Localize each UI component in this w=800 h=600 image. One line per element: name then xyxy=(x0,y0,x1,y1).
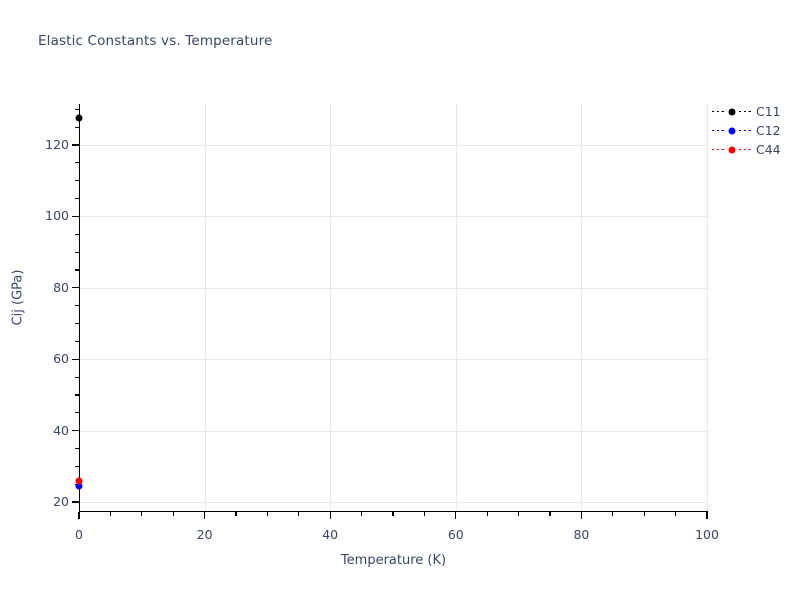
x-tick-minor xyxy=(675,512,677,516)
legend-line-segment xyxy=(712,148,725,151)
y-tick-minor xyxy=(75,394,79,396)
x-tick-minor xyxy=(423,512,425,516)
legend-label-c44: C44 xyxy=(756,142,781,157)
x-tick-minor xyxy=(392,512,394,516)
gridline-vertical xyxy=(707,104,708,511)
y-tick-major xyxy=(72,287,79,289)
y-tick-major xyxy=(72,501,79,503)
y-tick-minor xyxy=(75,447,79,450)
y-axis-label: Cij (GPa) xyxy=(10,269,26,326)
x-tick-major xyxy=(78,512,80,519)
gridline-horizontal xyxy=(79,502,707,504)
y-tick-minor xyxy=(75,233,79,235)
x-tick-minor xyxy=(486,512,488,516)
legend-line-segment xyxy=(739,129,752,132)
gridline-vertical xyxy=(204,104,206,511)
y-tick-label: 120 xyxy=(45,137,69,153)
gridline-vertical xyxy=(455,104,457,511)
y-tick-major xyxy=(72,144,79,146)
x-axis-line xyxy=(79,511,708,513)
x-tick-minor xyxy=(266,512,268,516)
y-axis-line xyxy=(79,104,81,512)
legend-label-c11: C11 xyxy=(756,104,781,119)
x-tick-label: 60 xyxy=(447,527,464,542)
gridline-vertical xyxy=(330,104,332,511)
legend-swatch-c44 xyxy=(712,143,752,157)
y-tick-minor xyxy=(75,412,79,414)
y-tick-minor xyxy=(75,322,79,325)
x-tick-major xyxy=(706,512,708,519)
x-tick-major xyxy=(455,512,457,519)
gridline-horizontal xyxy=(79,359,707,361)
legend-swatch-c11 xyxy=(712,105,752,119)
y-tick-minor xyxy=(75,126,79,128)
y-tick-minor xyxy=(75,251,79,253)
x-tick-minor xyxy=(109,512,111,516)
data-point-c12 xyxy=(75,482,83,490)
x-tick-minor xyxy=(235,512,237,516)
gridline-vertical xyxy=(581,104,583,511)
y-tick-label: 60 xyxy=(53,351,69,367)
x-tick-minor xyxy=(643,512,645,516)
y-tick-minor xyxy=(75,305,79,307)
y-tick-major xyxy=(72,358,79,360)
x-tick-major xyxy=(329,512,331,519)
legend-label-c12: C12 xyxy=(756,123,781,138)
y-tick-minor xyxy=(75,198,79,200)
x-axis-label: Temperature (K) xyxy=(340,553,447,568)
legend-item-c44[interactable]: C44 xyxy=(712,140,800,159)
y-tick-minor xyxy=(75,108,79,110)
x-tick-label: 40 xyxy=(322,527,339,542)
y-tick-minor xyxy=(75,465,79,467)
x-tick-minor xyxy=(612,512,614,516)
gridline-horizontal xyxy=(79,287,707,289)
x-tick-label: 20 xyxy=(196,527,213,542)
plot-area xyxy=(79,104,708,511)
y-tick-label: 40 xyxy=(53,422,69,438)
x-tick-minor xyxy=(549,512,551,516)
x-tick-label: 0 xyxy=(75,527,83,542)
data-point-c11 xyxy=(75,114,83,122)
x-tick-label: 80 xyxy=(573,527,590,542)
legend-line-segment xyxy=(739,110,752,113)
x-tick-minor xyxy=(361,512,363,516)
x-tick-major xyxy=(580,512,582,519)
legend-marker-c12 xyxy=(728,127,736,134)
y-tick-label: 80 xyxy=(53,279,69,295)
y-tick-minor xyxy=(75,180,79,182)
y-tick-major xyxy=(72,215,79,218)
gridline-horizontal xyxy=(79,145,707,147)
y-tick-label: 100 xyxy=(45,208,69,224)
data-point-c44 xyxy=(75,477,83,485)
chart-legend: C11 C12 C44 xyxy=(712,102,800,159)
x-tick-minor xyxy=(518,512,520,516)
legend-marker-c44 xyxy=(728,146,736,153)
legend-swatch-c12 xyxy=(712,124,752,138)
x-tick-minor xyxy=(298,512,300,516)
y-tick-minor xyxy=(75,340,79,342)
legend-line-segment xyxy=(712,110,725,113)
legend-item-c12[interactable]: C12 xyxy=(712,121,800,140)
y-tick-minor xyxy=(75,269,79,271)
gridline-horizontal xyxy=(79,430,707,432)
y-tick-label: 20 xyxy=(53,494,69,510)
x-tick-minor xyxy=(172,512,174,516)
x-tick-label: 100 xyxy=(695,527,719,542)
x-tick-major xyxy=(204,512,206,519)
chart-title: Elastic Constants vs. Temperature xyxy=(38,33,273,49)
gridline-horizontal xyxy=(79,216,707,218)
legend-marker-c11 xyxy=(728,108,736,115)
y-tick-minor xyxy=(75,376,79,378)
x-tick-minor xyxy=(141,512,143,516)
y-tick-minor xyxy=(75,162,79,164)
legend-line-segment xyxy=(712,129,725,132)
legend-line-segment xyxy=(739,148,752,151)
y-tick-major xyxy=(72,430,79,432)
legend-item-c11[interactable]: C11 xyxy=(712,102,800,121)
